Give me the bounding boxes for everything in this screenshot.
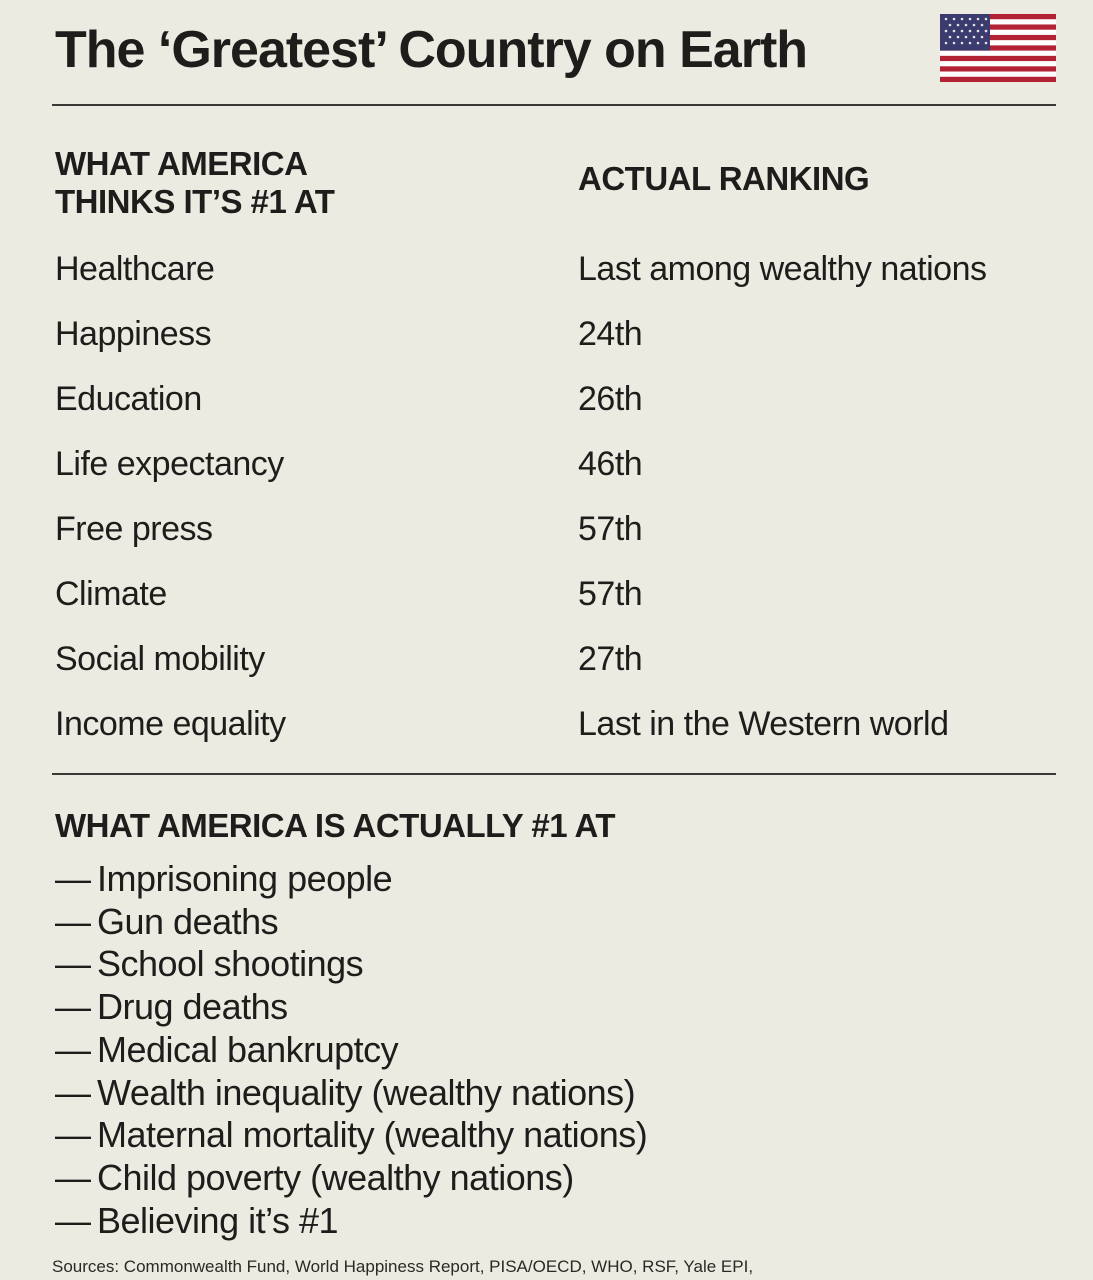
column-header-thinks-line2: THINKS IT’S #1 AT: [55, 183, 335, 220]
ranking-value: 27th: [578, 640, 643, 678]
ranking-category: Life expectancy: [55, 445, 284, 483]
top-divider: [52, 104, 1056, 106]
actually-first-heading: WHAT AMERICA IS ACTUALLY #1 AT: [55, 807, 616, 844]
ranking-category: Happiness: [55, 315, 212, 353]
ranking-table: Healthcare Last among wealthy nations Ha…: [55, 237, 1085, 757]
dash-bullet: —: [55, 1028, 91, 1070]
dash-bullet: —: [55, 1156, 91, 1198]
ranking-value: 46th: [578, 445, 643, 483]
list-item: — Wealth inequality (wealthy nations): [55, 1072, 647, 1115]
ranking-value: 57th: [578, 510, 643, 548]
dash-bullet: —: [55, 986, 91, 1028]
dash-bullet: —: [55, 1199, 91, 1241]
list-item-text: School shootings: [97, 943, 364, 985]
ranking-row: Social mobility 27th: [55, 627, 1085, 692]
list-item-text: Believing it’s #1: [97, 1199, 339, 1241]
list-item: — Imprisoning people: [55, 858, 647, 901]
dash-bullet: —: [55, 1114, 91, 1156]
ranking-value: 26th: [578, 380, 643, 418]
ranking-category: Income equality: [55, 705, 286, 743]
ranking-row: Free press 57th: [55, 497, 1085, 562]
ranking-value: 24th: [578, 315, 643, 353]
list-item: — Believing it’s #1: [55, 1200, 647, 1243]
list-item-text: Child poverty (wealthy nations): [97, 1156, 574, 1198]
ranking-category: Education: [55, 380, 202, 418]
ranking-category: Healthcare: [55, 250, 215, 288]
list-item: — School shootings: [55, 943, 647, 986]
dash-bullet: —: [55, 900, 91, 942]
column-header-thinks: WHAT AMERICA THINKS IT’S #1 AT: [55, 145, 335, 221]
list-item-text: Wealth inequality (wealthy nations): [97, 1071, 636, 1113]
ranking-category: Social mobility: [55, 640, 265, 678]
middle-divider: [52, 773, 1056, 775]
ranking-value: Last in the Western world: [578, 705, 949, 743]
list-item-text: Imprisoning people: [97, 858, 393, 899]
ranking-row: Happiness 24th: [55, 302, 1085, 367]
ranking-value: 57th: [578, 575, 643, 613]
ranking-category: Free press: [55, 510, 213, 548]
list-item: — Medical bankruptcy: [55, 1029, 647, 1072]
sources-footnote: Sources: Commonwealth Fund, World Happin…: [52, 1257, 754, 1276]
list-item: — Gun deaths: [55, 901, 647, 944]
list-item-text: Medical bankruptcy: [97, 1028, 399, 1070]
ranking-row: Life expectancy 46th: [55, 432, 1085, 497]
actually-first-list: — Imprisoning people — Gun deaths — School …: [55, 858, 648, 1243]
us-flag-icon: [940, 14, 1056, 82]
list-item-text: Gun deaths: [97, 900, 279, 942]
list-item-text: Drug deaths: [97, 986, 288, 1028]
page-title: The ‘Greatest’ Country on Earth: [55, 21, 808, 79]
ranking-category: Climate: [55, 575, 167, 613]
ranking-row: Healthcare Last among wealthy nations: [55, 237, 1085, 302]
list-item: — Drug deaths: [55, 986, 647, 1029]
column-header-thinks-line1: WHAT AMERICA: [55, 145, 308, 182]
dash-bullet: —: [55, 858, 91, 899]
ranking-value: Last among wealthy nations: [578, 250, 987, 288]
dash-bullet: —: [55, 943, 91, 985]
ranking-row: Income equality Last in the Western worl…: [55, 692, 1085, 757]
list-item: — Child poverty (wealthy nations): [55, 1157, 647, 1200]
ranking-row: Climate 57th: [55, 562, 1085, 627]
list-item-text: Maternal mortality (wealthy nations): [97, 1114, 648, 1156]
list-item: — Maternal mortality (wealthy nations): [55, 1114, 648, 1157]
ranking-row: Education 26th: [55, 367, 1085, 432]
dash-bullet: —: [55, 1071, 91, 1113]
column-header-actual-ranking: ACTUAL RANKING: [578, 160, 870, 197]
